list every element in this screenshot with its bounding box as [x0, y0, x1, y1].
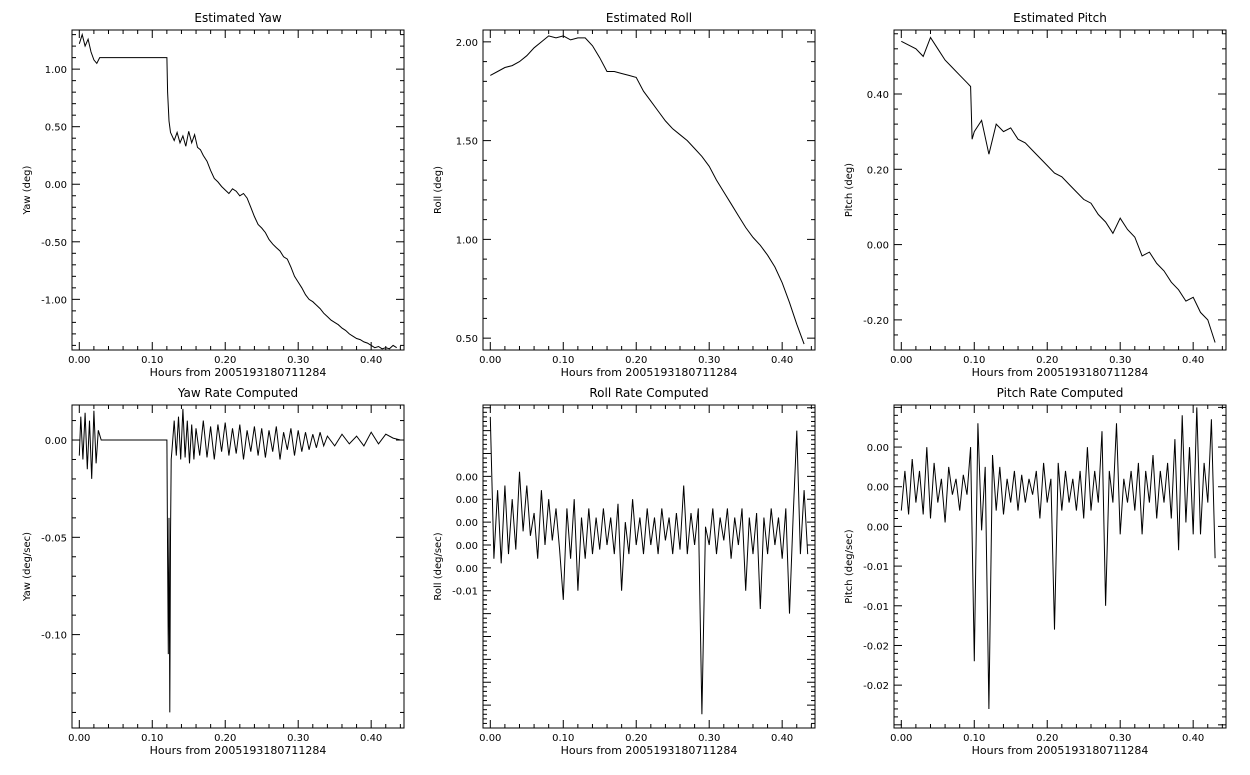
yaw-y-tick-label: 0.50	[45, 123, 67, 134]
pitch-rate-y-axis-label: Pitch (deg/sec)	[844, 529, 855, 604]
roll-rate-plot-frame	[482, 404, 816, 729]
pitch-x-tick-label: 0.40	[1182, 355, 1204, 366]
yaw-rate-y-tick-label: -0.05	[41, 533, 67, 544]
pitch-data-line	[901, 36, 1216, 343]
pitch-rate-data-line	[900, 407, 1216, 710]
pitch-plot-frame	[893, 29, 1227, 351]
yaw-rate-x-tick-label: 0.40	[360, 733, 382, 744]
yaw-x-axis-label: Hours from 2005193180711284	[150, 366, 327, 379]
yaw-rate-x-axis-label: Hours from 2005193180711284	[150, 744, 327, 757]
yaw-y-tick-label: 1.00	[45, 65, 67, 76]
pitch-x-tick-label: 0.30	[1109, 355, 1131, 366]
pitch-rate-y-tick-label: -0.01	[863, 562, 889, 573]
pitch-rate-y-tick-label: 0.00	[867, 483, 889, 494]
pitch-rate-x-tick-label: 0.30	[1109, 733, 1131, 744]
yaw-rate-data-line	[78, 408, 401, 713]
roll-x-axis-label: Hours from 2005193180711284	[561, 366, 738, 379]
roll-x-tick-label: 0.00	[479, 355, 501, 366]
roll-rate-y-tick-label: 0.00	[456, 472, 478, 483]
yaw-y-tick-label: 0.00	[45, 180, 67, 191]
yaw-panel: 0.00 0.10 0.20 0.30 0.40 1.00 0.50 0.00 -0.50 -1.…	[22, 11, 405, 379]
yaw-plot-frame	[71, 29, 405, 351]
roll-rate-x-tick-label: 0.30	[698, 733, 720, 744]
roll-y-axis-label: Roll (deg)	[433, 166, 444, 214]
pitch-rate-x-tick-label: 0.00	[890, 733, 912, 744]
pitch-x-tick-label: 0.10	[963, 355, 985, 366]
pitch-rate-x-tick-label: 0.20	[1036, 733, 1058, 744]
yaw-rate-x-tick-label: 0.30	[287, 733, 309, 744]
pitch-title: Estimated Pitch	[1013, 11, 1107, 25]
roll-rate-title: Roll Rate Computed	[589, 386, 708, 400]
pitch-rate-title: Pitch Rate Computed	[997, 386, 1124, 400]
roll-panel: 0.00 0.10 0.20 0.30 0.40 2.00 1.50 1.00 0.50 Esti…	[433, 11, 816, 379]
pitch-x-axis-label: Hours from 2005193180711284	[972, 366, 1149, 379]
roll-rate-x-tick-label: 0.20	[625, 733, 647, 744]
yaw-x-tick-label: 0.10	[141, 355, 163, 366]
roll-y-tick-label: 1.50	[456, 137, 478, 148]
yaw-rate-plot-frame	[71, 404, 405, 729]
pitch-rate-x-tick-label: 0.10	[963, 733, 985, 744]
yaw-x-tick-label: 0.40	[360, 355, 382, 366]
pitch-rate-y-tick-label: -0.02	[863, 641, 889, 652]
pitch-y-tick-label: 0.40	[867, 90, 889, 101]
roll-rate-x-tick-label: 0.00	[479, 733, 501, 744]
yaw-x-tick-label: 0.30	[287, 355, 309, 366]
roll-x-tick-label: 0.10	[552, 355, 574, 366]
pitch-rate-x-axis-label: Hours from 2005193180711284	[972, 744, 1149, 757]
pitch-panel: 0.00 0.10 0.20 0.30 0.40 0.40 0.20 0.00 -0.20 Est…	[844, 11, 1227, 379]
roll-rate-x-tick-label: 0.10	[552, 733, 574, 744]
pitch-x-tick-label: 0.00	[890, 355, 912, 366]
yaw-rate-x-tick-label: 0.20	[214, 733, 236, 744]
pitch-rate-y-tick-label: 0.00	[867, 443, 889, 454]
pitch-y-tick-label: 0.20	[867, 165, 889, 176]
yaw-rate-y-axis-label: Yaw (deg/sec)	[22, 532, 33, 602]
roll-rate-data-line	[489, 416, 809, 715]
roll-y-tick-label: 0.50	[456, 334, 478, 345]
pitch-rate-y-tick-label: -0.02	[863, 681, 889, 692]
roll-x-tick-label: 0.20	[625, 355, 647, 366]
roll-y-tick-label: 1.00	[456, 235, 478, 246]
roll-rate-panel: 0.00 0.10 0.20 0.30 0.40 0.00 0.00 0.00 0.00 0.00…	[433, 386, 816, 757]
yaw-rate-x-tick-label: 0.10	[141, 733, 163, 744]
yaw-rate-y-tick-label: -0.10	[41, 631, 67, 642]
yaw-x-tick-label: 0.00	[68, 355, 90, 366]
roll-rate-x-axis-label: Hours from 2005193180711284	[561, 744, 738, 757]
pitch-y-axis-label: Pitch (deg)	[844, 163, 855, 217]
yaw-y-axis-label: Yaw (deg)	[22, 165, 33, 215]
pitch-y-tick-label: 0.00	[867, 241, 889, 252]
roll-data-line	[490, 35, 805, 345]
roll-rate-y-tick-label: 0.00	[456, 495, 478, 506]
roll-title: Estimated Roll	[606, 11, 692, 25]
pitch-rate-y-tick-label: -0.01	[863, 602, 889, 613]
roll-rate-y-tick-label: -0.01	[452, 587, 478, 598]
roll-rate-y-tick-label: 0.00	[456, 518, 478, 529]
pitch-rate-y-tick-label: 0.00	[867, 522, 889, 533]
yaw-rate-y-tick-label: 0.00	[45, 436, 67, 447]
yaw-rate-x-tick-label: 0.00	[68, 733, 90, 744]
pitch-rate-x-tick-label: 0.40	[1182, 733, 1204, 744]
yaw-title: Estimated Yaw	[194, 11, 281, 25]
roll-y-tick-label: 2.00	[456, 38, 478, 49]
pitch-x-tick-label: 0.20	[1036, 355, 1058, 366]
roll-plot-frame	[482, 29, 816, 351]
roll-x-tick-label: 0.30	[698, 355, 720, 366]
yaw-y-tick-label: -0.50	[41, 238, 67, 249]
roll-rate-y-tick-label: 0.00	[456, 564, 478, 575]
roll-x-tick-label: 0.40	[771, 355, 793, 366]
yaw-rate-panel: 0.00 0.10 0.20 0.30 0.40 0.00 -0.05 -0.10 Yaw Ra…	[22, 386, 405, 757]
roll-rate-y-axis-label: Roll (deg/sec)	[433, 532, 444, 600]
pitch-rate-plot-frame	[893, 404, 1227, 729]
yaw-rate-title: Yaw Rate Computed	[177, 386, 298, 400]
roll-rate-x-tick-label: 0.40	[771, 733, 793, 744]
pitch-y-tick-label: -0.20	[863, 316, 889, 327]
yaw-y-tick-label: -1.00	[41, 295, 67, 306]
yaw-data-line	[78, 32, 397, 350]
pitch-rate-panel: 0.00 0.10 0.20 0.30 0.40 0.00 0.00 0.00 -0.01 -0.…	[844, 386, 1227, 757]
yaw-x-tick-label: 0.20	[214, 355, 236, 366]
roll-rate-y-tick-label: 0.00	[456, 541, 478, 552]
